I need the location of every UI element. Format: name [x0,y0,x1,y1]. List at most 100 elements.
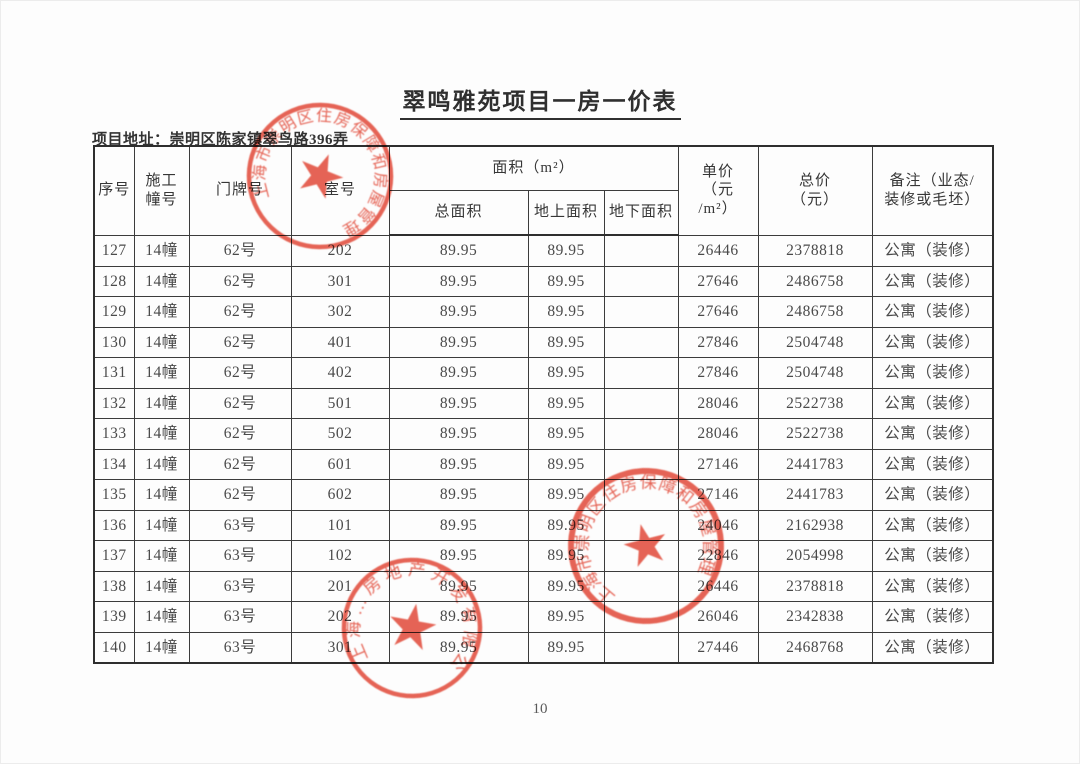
cell-area_below [603,479,679,511]
cell-unit_price: 27146 [677,448,759,480]
cell-building: 14幢 [133,509,190,541]
header-area-group: 面积（m²） [388,145,679,191]
cell-door: 62号 [188,448,292,480]
cell-area_above: 89.95 [527,265,605,297]
cell-unit_price: 24046 [677,509,759,541]
cell-unit_price: 27146 [677,479,759,511]
cell-room: 201 [290,570,390,602]
cell-area_below [603,326,679,358]
cell-room: 202 [290,601,390,633]
cell-seq: 136 [93,509,135,541]
cell-remark: 公寓（装修） [871,265,994,297]
cell-area_total: 89.95 [388,601,529,633]
cell-area_total: 89.95 [388,418,529,450]
cell-remark: 公寓（装修） [871,234,994,267]
cell-area_above: 89.95 [527,296,605,328]
cell-building: 14幢 [133,265,190,297]
cell-door: 62号 [188,326,292,358]
cell-area_above: 89.95 [527,479,605,511]
cell-remark: 公寓（装修） [871,540,994,572]
cell-unit_price: 27846 [677,357,759,389]
cell-area_total: 89.95 [388,570,529,602]
cell-unit_price: 27646 [677,265,759,297]
cell-seq: 139 [93,601,135,633]
cell-remark: 公寓（装修） [871,509,994,541]
cell-building: 14幢 [133,234,190,267]
cell-building: 14幢 [133,357,190,389]
header-unit-price: 单价 （元 /m²） [677,145,759,236]
cell-seq: 132 [93,387,135,419]
cell-room: 401 [290,326,390,358]
cell-total_price: 2504748 [757,357,873,389]
cell-remark: 公寓（装修） [871,326,994,358]
cell-total_price: 2342838 [757,601,873,633]
cell-total_price: 2468768 [757,631,873,664]
cell-door: 63号 [188,570,292,602]
cell-room: 102 [290,540,390,572]
cell-unit_price: 27846 [677,326,759,358]
header-building: 施工 幢号 [133,145,190,236]
header-seq: 序号 [93,145,135,236]
cell-area_below [603,509,679,541]
header-remark: 备注（业态/ 装修或毛坯） [871,145,994,236]
cell-door: 62号 [188,418,292,450]
cell-unit_price: 26046 [677,601,759,633]
cell-seq: 137 [93,540,135,572]
cell-building: 14幢 [133,326,190,358]
cell-remark: 公寓（装修） [871,296,994,328]
cell-total_price: 2441783 [757,448,873,480]
cell-total_price: 2522738 [757,418,873,450]
cell-door: 62号 [188,387,292,419]
cell-area_total: 89.95 [388,265,529,297]
cell-door: 63号 [188,631,292,664]
cell-seq: 127 [93,234,135,267]
header-room: 室号 [290,145,390,236]
cell-total_price: 2486758 [757,296,873,328]
cell-area_total: 89.95 [388,326,529,358]
cell-area_above: 89.95 [527,234,605,267]
cell-area_below [603,357,679,389]
cell-total_price: 2504748 [757,326,873,358]
table-row: 134 14幢 62号 601 89.95 89.95 27146 2441783 公寓（装修） [93,448,994,480]
cell-area_below [603,265,679,297]
cell-remark: 公寓（装修） [871,418,994,450]
cell-room: 602 [290,479,390,511]
cell-area_total: 89.95 [388,479,529,511]
cell-area_total: 89.95 [388,387,529,419]
cell-building: 14幢 [133,418,190,450]
cell-area_above: 89.95 [527,387,605,419]
cell-area_total: 89.95 [388,509,529,541]
cell-building: 14幢 [133,448,190,480]
cell-area_above: 89.95 [527,326,605,358]
cell-area_below [603,540,679,572]
header-area-above: 地上面积 [527,190,605,236]
cell-total_price: 2522738 [757,387,873,419]
cell-total_price: 2054998 [757,540,873,572]
cell-area_below [603,296,679,328]
cell-total_price: 2378818 [757,234,873,267]
table-row: 138 14幢 63号 201 89.95 89.95 26446 2378818 公寓（装修） [93,570,994,602]
cell-area_below [603,387,679,419]
cell-room: 101 [290,509,390,541]
cell-remark: 公寓（装修） [871,631,994,664]
cell-area_total: 89.95 [388,296,529,328]
cell-remark: 公寓（装修） [871,479,994,511]
cell-seq: 135 [93,479,135,511]
cell-room: 502 [290,418,390,450]
cell-seq: 140 [93,631,135,664]
cell-seq: 138 [93,570,135,602]
cell-remark: 公寓（装修） [871,570,994,602]
cell-seq: 131 [93,357,135,389]
cell-area_above: 89.95 [527,631,605,664]
cell-room: 302 [290,296,390,328]
cell-unit_price: 28046 [677,387,759,419]
cell-building: 14幢 [133,570,190,602]
cell-door: 63号 [188,509,292,541]
cell-area_above: 89.95 [527,418,605,450]
cell-area_below [603,570,679,602]
cell-total_price: 2378818 [757,570,873,602]
table-header: 序号 施工 幢号 门牌号 室号 面积（m²） 单价 （元 /m²） 总价 （元）… [93,145,994,236]
cell-area_below [603,601,679,633]
cell-area_below [603,234,679,267]
address-label: 项目地址： [92,132,170,148]
